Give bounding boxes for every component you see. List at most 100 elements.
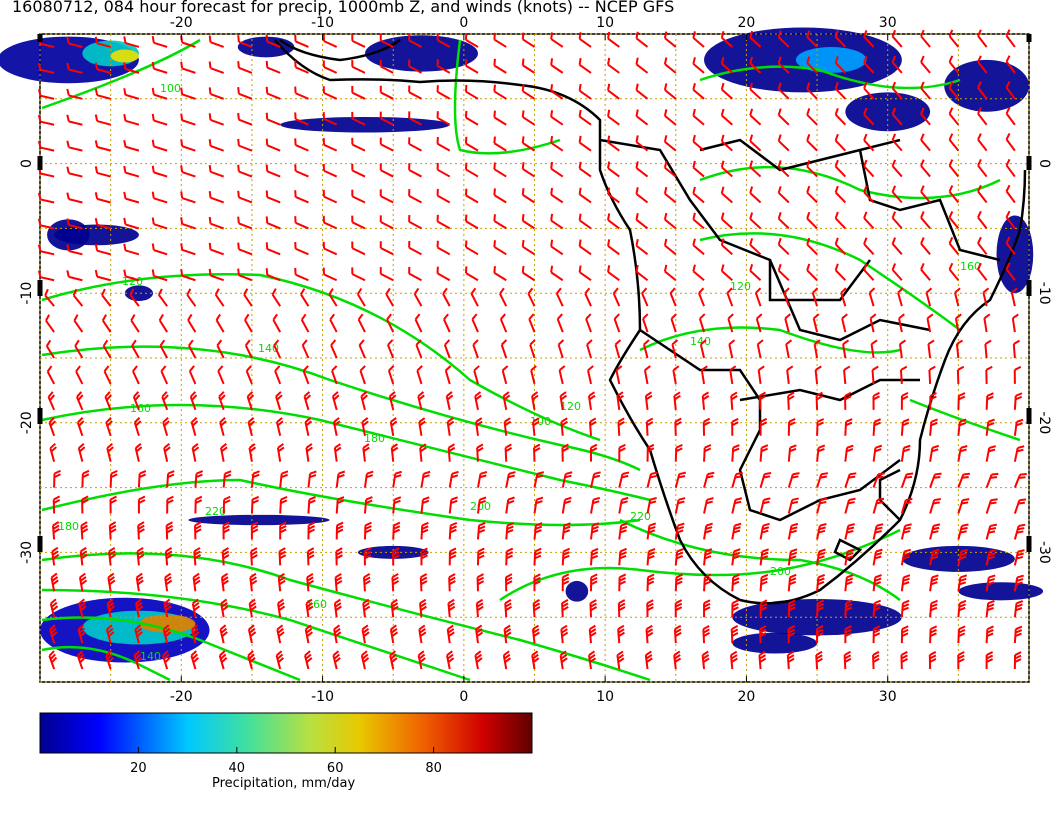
wind-barb (66, 166, 83, 178)
wind-barb (787, 548, 798, 566)
lon-tick-label-top: -10 (311, 15, 334, 31)
height-contour (41, 273, 601, 442)
wind-barb (787, 391, 795, 410)
wind-barb (787, 444, 797, 462)
wind-barb (220, 443, 228, 462)
wind-barb (101, 314, 112, 333)
coastline (858, 149, 1001, 262)
wind-barb (900, 650, 909, 670)
wind-barb (180, 165, 196, 178)
wind-barb (47, 391, 56, 411)
wind-barb (246, 391, 255, 411)
wind-barb (720, 186, 733, 204)
wind-barb (834, 82, 847, 100)
wind-barb (418, 624, 427, 644)
precip-region (958, 582, 1044, 601)
wind-barb (505, 471, 516, 488)
wind-barb (501, 365, 509, 385)
wind-barb (294, 190, 309, 204)
wind-barb (749, 264, 762, 281)
wind-barb (806, 185, 818, 204)
wind-barb (123, 165, 140, 178)
wind-barb (389, 624, 399, 644)
wind-barb (957, 498, 970, 514)
wind-barb (527, 287, 536, 307)
wind-barb (521, 162, 536, 178)
wind-barb (920, 107, 931, 126)
wind-barb (132, 365, 140, 385)
wind-barb (137, 521, 145, 540)
wind-barb (151, 87, 168, 100)
wind-barb (46, 365, 56, 385)
wind-barb (703, 471, 715, 488)
wind-barb (759, 625, 767, 644)
wind-barb (237, 190, 253, 204)
lon-tick-label-top: -20 (170, 15, 193, 31)
wind-barb (891, 29, 903, 48)
wind-barb (806, 134, 818, 152)
wind-barb (559, 391, 568, 410)
wind-barb (674, 599, 683, 618)
wind-barb (250, 547, 258, 566)
wind-barb (335, 521, 344, 540)
wind-barb (786, 650, 795, 670)
wind-barb (616, 391, 624, 410)
wind-barb (208, 139, 225, 152)
wind-barb (663, 109, 677, 126)
wind-barb (161, 391, 169, 411)
wind-barb (307, 521, 316, 540)
wind-barb (929, 472, 942, 488)
wind-barb (1013, 445, 1025, 462)
wind-barb (692, 212, 705, 230)
wind-barb (844, 548, 855, 566)
wind-barb (164, 572, 173, 592)
wind-barb (77, 442, 86, 462)
wind-barb (105, 650, 114, 670)
wind-barb (663, 160, 677, 178)
wind-barb (294, 34, 309, 48)
wind-barb (333, 598, 342, 618)
wind-barb (643, 365, 651, 385)
wind-barb (784, 313, 791, 333)
wind-barb (948, 210, 960, 230)
wind-barb (759, 573, 769, 592)
wind-barb (920, 55, 931, 74)
wind-barb (322, 60, 338, 74)
wind-barb (408, 189, 422, 204)
wind-barb (617, 599, 626, 618)
wind-barb (134, 624, 143, 644)
wind-barb (614, 339, 622, 359)
precip-region (188, 514, 330, 526)
wind-barb (607, 265, 620, 282)
wind-barb (900, 523, 912, 540)
wind-barb (1005, 158, 1016, 178)
wind-barb (180, 191, 196, 204)
wind-barb (436, 137, 451, 152)
wind-barb (389, 417, 398, 436)
wind-barb (985, 472, 999, 488)
wind-barb (589, 599, 598, 618)
wind-barb (977, 236, 988, 255)
wind-barb (561, 573, 570, 592)
wind-barb (1010, 287, 1018, 307)
wind-barb (1013, 549, 1025, 566)
wind-barb (816, 548, 826, 566)
wind-barb (872, 523, 884, 540)
contour-label: 180 (364, 432, 385, 445)
wind-barb (447, 443, 456, 462)
contour-label: 180 (58, 520, 79, 533)
wind-barb (443, 313, 451, 333)
wind-barb (730, 391, 738, 410)
wind-barb (900, 418, 910, 436)
wind-barb (294, 216, 309, 230)
wind-barb (493, 110, 507, 126)
wind-barb (692, 83, 705, 100)
wind-barb (151, 139, 168, 152)
wind-barb (493, 136, 507, 152)
wind-barb (249, 572, 258, 592)
wind-barb (237, 87, 253, 100)
wind-barb (275, 391, 283, 411)
wind-barb (929, 548, 940, 566)
wind-barb (578, 187, 592, 204)
wind-barb (891, 237, 903, 255)
